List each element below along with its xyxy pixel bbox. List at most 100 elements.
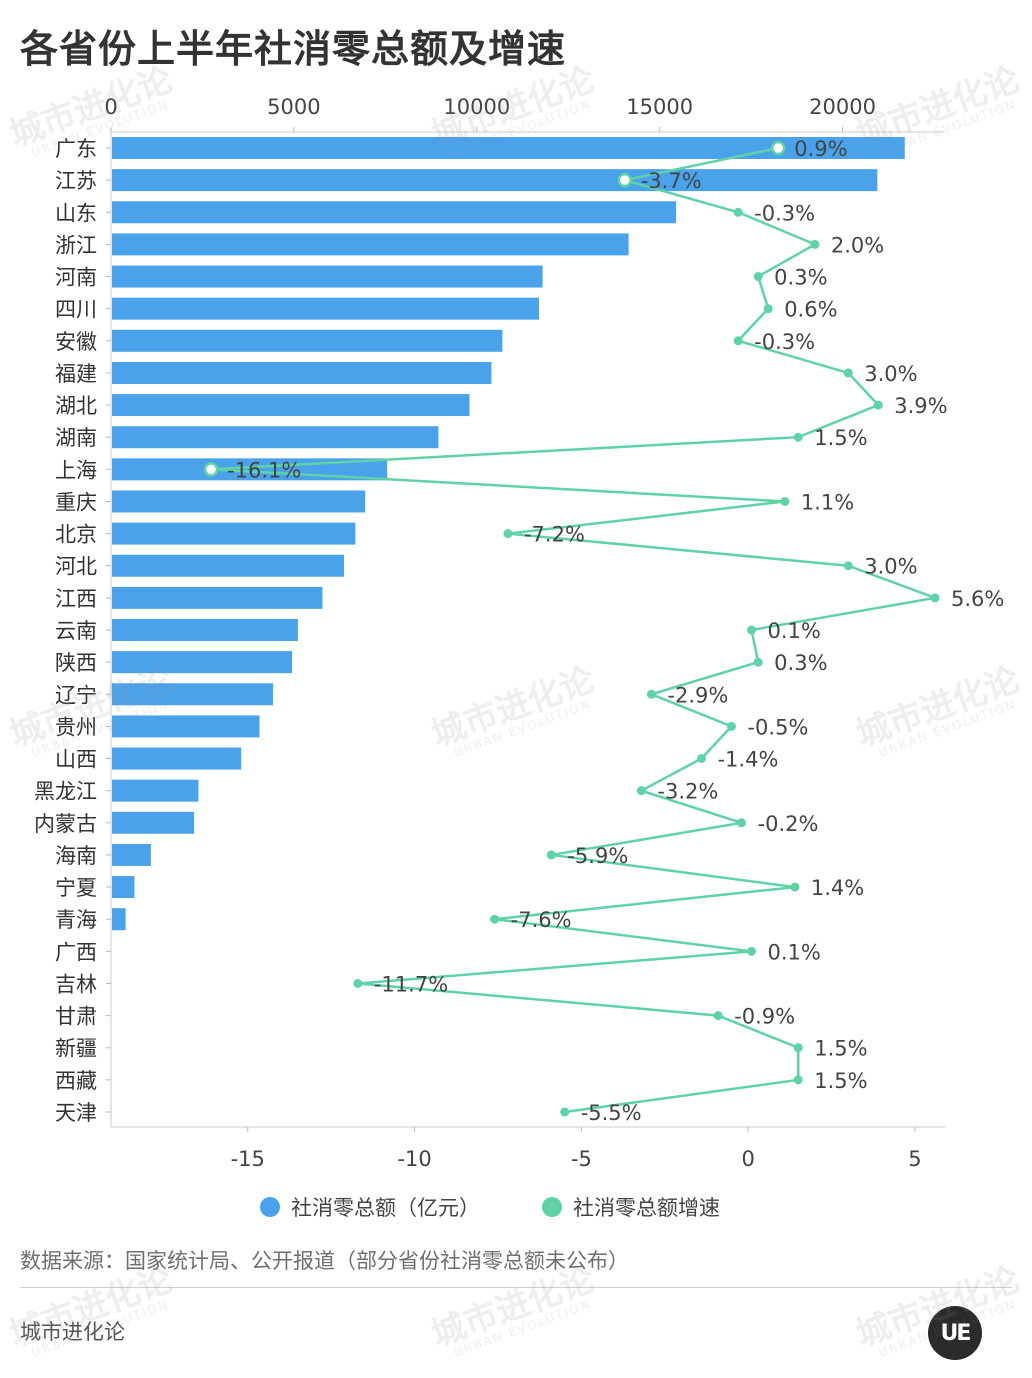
bar-云南 <box>112 619 298 641</box>
legend-bar-label: 社消零总额（亿元） <box>291 1196 480 1220</box>
growth-point-黑龙江 <box>636 786 646 796</box>
bar-湖南 <box>112 426 439 449</box>
bar-山西 <box>112 747 242 770</box>
growth-point-广东 <box>770 140 786 156</box>
growth-label-青海: -7.6% <box>511 908 572 932</box>
top-axis-tick-label: 5000 <box>267 95 320 119</box>
chart-title: 各省份上半年社消零总额及增速 <box>20 27 567 71</box>
growth-label-浙江: 2.0% <box>831 233 884 257</box>
growth-point-新疆 <box>793 1043 803 1053</box>
growth-point-江苏 <box>617 172 632 188</box>
category-label: 陕西 <box>55 651 97 675</box>
category-label: 辽宁 <box>55 683 97 707</box>
growth-point-贵州 <box>726 721 736 731</box>
growth-label-湖南: 1.5% <box>814 426 867 450</box>
growth-point-青海 <box>490 914 500 924</box>
growth-point-河北 <box>843 561 853 571</box>
bar-广东 <box>112 137 905 159</box>
growth-label-北京: -7.2% <box>524 523 585 547</box>
growth-point-云南 <box>747 625 757 635</box>
growth-label-重庆: 1.1% <box>801 490 854 514</box>
category-label: 甘肃 <box>55 1005 97 1029</box>
category-label: 山西 <box>55 748 97 772</box>
top-axis-tick-label: 0 <box>104 95 117 119</box>
bar-青海 <box>112 908 126 931</box>
growth-label-山西: -1.4% <box>717 748 778 772</box>
growth-label-上海: -16.1% <box>227 458 301 482</box>
category-label: 北京 <box>55 523 97 547</box>
growth-point-湖北 <box>873 400 883 410</box>
category-label: 新疆 <box>55 1037 97 1061</box>
bar-黑龙江 <box>112 779 199 802</box>
bar-北京 <box>112 522 356 545</box>
legend-line-label: 社消零总额增速 <box>573 1196 720 1220</box>
category-label: 安徽 <box>55 330 97 354</box>
category-label: 广东 <box>55 137 97 161</box>
category-label: 西藏 <box>55 1069 97 1093</box>
category-label: 青海 <box>55 908 97 932</box>
bar-贵州 <box>112 715 260 738</box>
growth-point-西藏 <box>793 1075 803 1085</box>
category-label: 海南 <box>55 844 97 868</box>
category-label: 江西 <box>55 587 97 611</box>
category-label: 重庆 <box>55 490 97 514</box>
growth-label-西藏: 1.5% <box>814 1069 867 1093</box>
category-label: 上海 <box>55 458 97 482</box>
category-label: 湖北 <box>55 394 97 418</box>
growth-point-河南 <box>753 272 763 282</box>
growth-label-四川: 0.6% <box>784 298 837 322</box>
top-axis-tick-label: 10000 <box>443 95 510 119</box>
bar-江苏 <box>112 169 878 192</box>
growth-point-宁夏 <box>790 882 800 892</box>
category-label: 宁夏 <box>55 876 97 900</box>
top-axis-tick-label: 20000 <box>809 95 876 119</box>
bar-山东 <box>112 201 677 224</box>
growth-point-海南 <box>546 850 556 860</box>
growth-point-广西 <box>747 946 757 956</box>
bottom-axis-tick-label: 0 <box>741 1147 754 1171</box>
bar-陕西 <box>112 651 293 674</box>
growth-point-辽宁 <box>646 689 656 699</box>
category-label: 河北 <box>55 555 97 579</box>
growth-point-北京 <box>503 529 513 539</box>
bar-河北 <box>112 554 345 577</box>
bottom-axis-tick-label: 5 <box>908 1147 921 1171</box>
growth-label-新疆: 1.5% <box>814 1037 867 1061</box>
growth-point-四川 <box>763 304 773 314</box>
growth-point-湖南 <box>793 432 803 442</box>
category-label: 福建 <box>55 362 97 386</box>
growth-label-辽宁: -2.9% <box>667 683 728 707</box>
bar-重庆 <box>112 490 366 513</box>
growth-label-江苏: -3.7% <box>641 169 702 193</box>
bar-海南 <box>112 843 151 866</box>
bar-安徽 <box>112 329 503 352</box>
legend-line-marker <box>542 1197 562 1217</box>
category-label: 四川 <box>55 298 97 322</box>
growth-label-广西: 0.1% <box>768 940 821 964</box>
growth-point-上海 <box>203 462 219 477</box>
growth-point-浙江 <box>810 239 820 249</box>
category-label: 江苏 <box>55 169 97 193</box>
bar-内蒙古 <box>112 811 195 834</box>
bottom-axis-tick-label: -5 <box>571 1147 592 1171</box>
category-label: 河南 <box>55 266 97 290</box>
category-label: 广西 <box>55 940 97 964</box>
top-axis-tick-label: 15000 <box>626 95 693 119</box>
growth-label-安徽: -0.3% <box>754 330 815 354</box>
bar-湖北 <box>112 394 470 417</box>
growth-line <box>211 146 940 1114</box>
category-label: 天津 <box>55 1101 97 1125</box>
growth-label-云南: 0.1% <box>768 619 821 643</box>
bar-宁夏 <box>112 876 135 899</box>
brand-name: 城市进化论 <box>20 1320 125 1344</box>
growth-label-甘肃: -0.9% <box>734 1005 795 1029</box>
growth-point-内蒙古 <box>737 818 747 828</box>
category-label: 内蒙古 <box>34 812 97 836</box>
growth-label-天津: -5.5% <box>581 1101 642 1125</box>
category-label: 山东 <box>55 201 97 225</box>
growth-point-天津 <box>560 1107 570 1117</box>
growth-label-海南: -5.9% <box>567 844 628 868</box>
category-label: 云南 <box>55 619 97 643</box>
growth-label-湖北: 3.9% <box>894 394 947 418</box>
